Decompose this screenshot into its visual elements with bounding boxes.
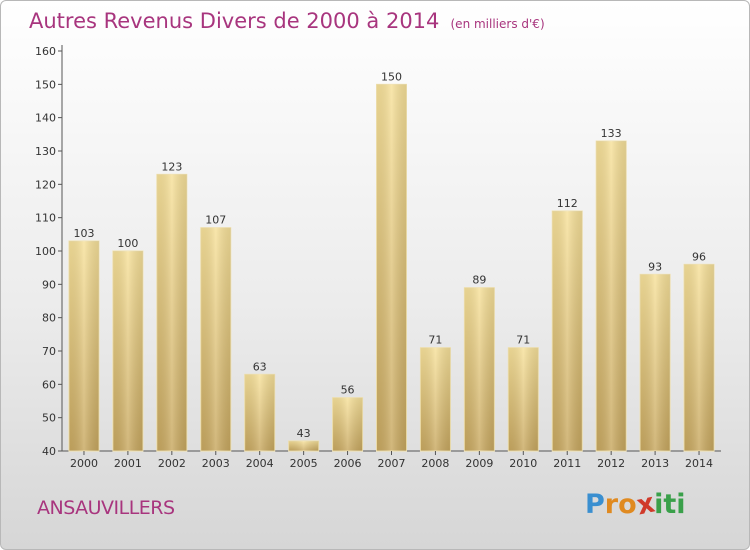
x-tick-label: 2012 xyxy=(597,457,625,470)
y-tick-label: 140 xyxy=(35,112,56,125)
x-tick-label: 2001 xyxy=(114,457,142,470)
bar-value-label: 89 xyxy=(472,274,486,287)
y-tick-label: 130 xyxy=(35,145,56,158)
x-tick-label: 2010 xyxy=(509,457,537,470)
bar-shade xyxy=(640,274,671,451)
x-tick-label: 2004 xyxy=(246,457,274,470)
y-tick-label: 120 xyxy=(35,178,56,191)
x-tick-label: 2008 xyxy=(421,457,449,470)
bar-value-label: 56 xyxy=(341,384,355,397)
logo-letter: i xyxy=(676,489,686,520)
y-tick-label: 70 xyxy=(42,345,56,358)
logo-letter: o xyxy=(618,489,637,520)
bar-shade xyxy=(596,141,627,451)
x-tick-label: 2002 xyxy=(158,457,186,470)
bar-shade xyxy=(244,374,275,451)
y-tick-label: 160 xyxy=(35,45,56,58)
logo-letter: P xyxy=(585,489,605,520)
y-tick-label: 150 xyxy=(35,78,56,91)
bar-value-label: 103 xyxy=(73,227,94,240)
y-tick-label: 90 xyxy=(42,278,56,291)
x-tick-label: 2013 xyxy=(641,457,669,470)
bar-shade xyxy=(200,227,231,451)
chart-subtitle: (en milliers d'€) xyxy=(450,17,545,31)
bar-shade xyxy=(420,347,451,451)
logo-letter: r xyxy=(604,489,619,520)
proxiti-logo[interactable]: Proxiti xyxy=(585,488,686,522)
x-tick-label: 2003 xyxy=(202,457,230,470)
bar-shade xyxy=(464,287,495,451)
y-tick-label: 80 xyxy=(42,312,56,325)
bar-value-label: 133 xyxy=(601,127,622,140)
y-tick-label: 60 xyxy=(42,378,56,391)
bar-shade xyxy=(376,84,407,451)
bar-value-label: 150 xyxy=(381,70,402,83)
bar-value-label: 100 xyxy=(117,237,138,250)
bar-shade xyxy=(288,441,319,451)
bar-value-label: 71 xyxy=(428,334,442,347)
x-tick-label: 2014 xyxy=(685,457,713,470)
bar-shade xyxy=(68,241,99,451)
bar-shade xyxy=(156,174,187,452)
bar-value-label: 71 xyxy=(516,334,530,347)
bar-value-label: 123 xyxy=(161,160,182,173)
bar-value-label: 93 xyxy=(648,260,662,273)
commune-name: ANSAUVILLERS xyxy=(37,497,175,519)
bar-shade xyxy=(684,264,715,451)
y-tick-label: 40 xyxy=(42,445,56,458)
x-tick-label: 2006 xyxy=(334,457,362,470)
y-tick-label: 110 xyxy=(35,212,56,225)
bar-shade xyxy=(332,397,363,451)
bar-shade xyxy=(552,211,583,451)
logo-letter: t xyxy=(663,489,677,520)
bar-shade xyxy=(112,251,143,451)
y-tick-label: 50 xyxy=(42,412,56,425)
x-tick-label: 2005 xyxy=(290,457,318,470)
chart-title: Autres Revenus Divers de 2000 à 2014 xyxy=(29,9,440,33)
bar-value-label: 107 xyxy=(205,214,226,227)
logo-letter: i xyxy=(654,489,664,520)
bar-value-label: 63 xyxy=(253,360,267,373)
x-tick-label: 2009 xyxy=(465,457,493,470)
chart-title-block: Autres Revenus Divers de 2000 à 2014 (en… xyxy=(29,9,545,33)
y-tick-label: 100 xyxy=(35,245,56,258)
x-tick-label: 2007 xyxy=(378,457,406,470)
bar-value-label: 112 xyxy=(557,197,578,210)
x-tick-label: 2000 xyxy=(70,457,98,470)
bar-shade xyxy=(508,347,539,451)
bar-value-label: 96 xyxy=(692,250,706,263)
x-tick-label: 2011 xyxy=(553,457,581,470)
bar-value-label: 43 xyxy=(297,427,311,440)
